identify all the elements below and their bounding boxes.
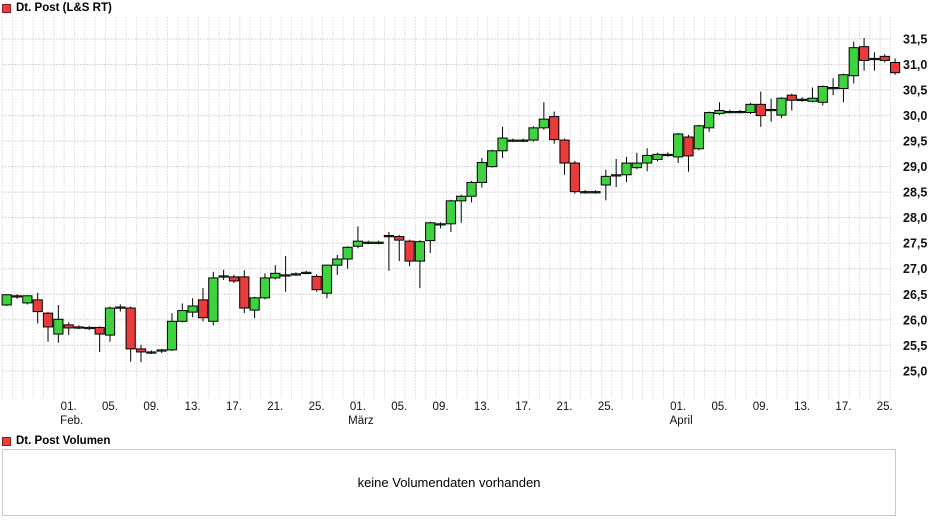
svg-text:13.: 13. bbox=[474, 401, 490, 413]
svg-text:13.: 13. bbox=[794, 401, 810, 413]
price-legend-label: Dt. Post (L&S RT) bbox=[16, 2, 112, 14]
svg-text:05.: 05. bbox=[711, 401, 727, 413]
svg-text:09.: 09. bbox=[433, 401, 449, 413]
svg-text:April: April bbox=[670, 415, 693, 427]
svg-text:09.: 09. bbox=[143, 401, 159, 413]
price-plot: 31,5 31,0 30,5 30,0 29,5 29,0 28,5 28,0 27,5 27,0… bbox=[1, 17, 927, 427]
svg-text:28,0: 28,0 bbox=[903, 211, 927, 225]
svg-text:25,0: 25,0 bbox=[903, 364, 927, 378]
svg-text:05.: 05. bbox=[102, 401, 118, 413]
svg-text:01.: 01. bbox=[670, 401, 686, 413]
svg-text:01.: 01. bbox=[61, 401, 77, 413]
volume-legend-swatch-icon bbox=[2, 436, 11, 446]
svg-text:31,5: 31,5 bbox=[903, 33, 927, 47]
svg-text:17.: 17. bbox=[835, 401, 851, 413]
svg-text:28,5: 28,5 bbox=[903, 186, 927, 200]
price-legend-swatch-icon bbox=[2, 3, 11, 13]
svg-text:21.: 21. bbox=[267, 401, 283, 413]
volume-legend: Dt. Post Volumen bbox=[2, 435, 110, 447]
svg-text:25.: 25. bbox=[598, 401, 614, 413]
svg-text:13.: 13. bbox=[185, 401, 201, 413]
svg-text:26,5: 26,5 bbox=[903, 288, 927, 302]
svg-text:27,5: 27,5 bbox=[903, 237, 927, 251]
svg-text:21.: 21. bbox=[557, 401, 573, 413]
svg-text:29,0: 29,0 bbox=[903, 160, 927, 174]
svg-text:05.: 05. bbox=[391, 401, 407, 413]
svg-text:25.: 25. bbox=[309, 401, 325, 413]
svg-text:17.: 17. bbox=[515, 401, 531, 413]
svg-text:29,5: 29,5 bbox=[903, 135, 927, 149]
svg-text:25,5: 25,5 bbox=[903, 339, 927, 353]
volume-empty-message: keine Volumendaten vorhanden bbox=[357, 475, 541, 490]
svg-text:30,5: 30,5 bbox=[903, 84, 927, 98]
svg-text:09.: 09. bbox=[753, 401, 769, 413]
svg-text:01.: 01. bbox=[350, 401, 366, 413]
svg-text:Feb.: Feb. bbox=[60, 415, 83, 427]
svg-text:26,0: 26,0 bbox=[903, 313, 927, 327]
svg-text:27,0: 27,0 bbox=[903, 262, 927, 276]
svg-text:30,0: 30,0 bbox=[903, 109, 927, 123]
volume-legend-label: Dt. Post Volumen bbox=[16, 435, 111, 447]
svg-text:März: März bbox=[348, 415, 374, 427]
svg-text:25.: 25. bbox=[877, 401, 893, 413]
price-legend: Dt. Post (L&S RT) bbox=[2, 2, 112, 14]
volume-panel: keine Volumendaten vorhanden bbox=[2, 449, 896, 516]
svg-text:17.: 17. bbox=[226, 401, 242, 413]
svg-text:31,0: 31,0 bbox=[903, 58, 927, 72]
